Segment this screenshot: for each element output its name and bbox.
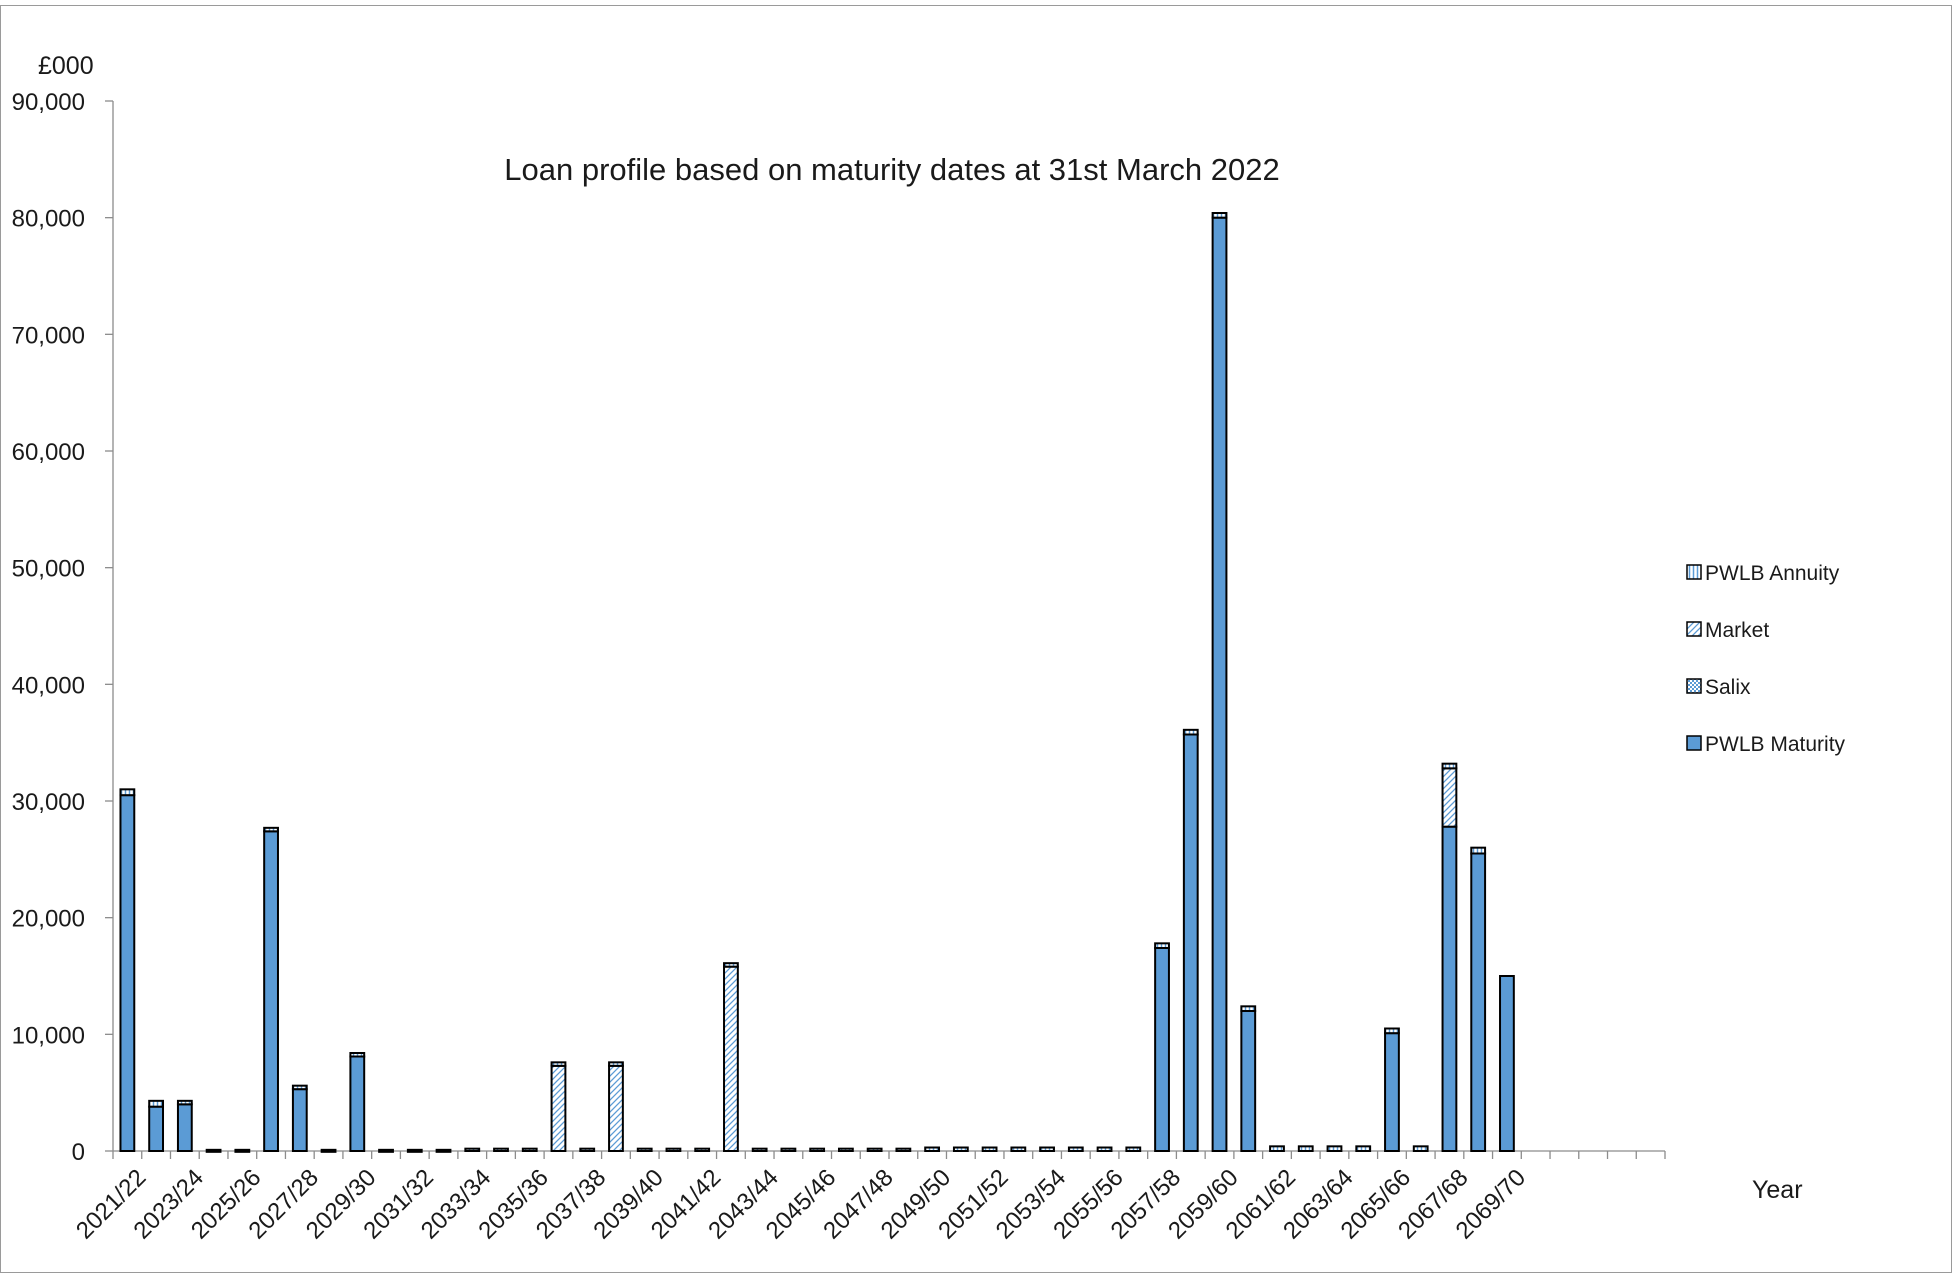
bar-segment-pwlb-annuity	[349, 1052, 366, 1058]
bar-segment-pwlb-annuity	[263, 826, 279, 833]
bar-segment-pwlb-annuity	[1297, 1145, 1314, 1153]
bar-segment-pwlb-maturity	[1182, 733, 1199, 1152]
y-tick-label: 50,000	[12, 556, 85, 583]
bar-segment-pwlb-annuity	[1441, 762, 1458, 770]
bar-segment-pwlb-maturity	[1470, 852, 1487, 1152]
bar-segment-pwlb-annuity	[320, 1148, 337, 1153]
bar-segment-pwlb-annuity	[291, 1084, 308, 1091]
bar-segment-pwlb-maturity	[119, 794, 136, 1153]
y-tick-label: 20,000	[12, 906, 85, 933]
bar-segment-pwlb-annuity	[1039, 1146, 1055, 1152]
bar-segment-pwlb-annuity	[723, 962, 739, 968]
bar-segment-pwlb-annuity	[924, 1146, 941, 1152]
bar-segment-pwlb-annuity	[521, 1147, 538, 1152]
y-tick-label: 90,000	[12, 89, 85, 116]
legend-label: Market	[1705, 619, 1769, 642]
bar-segment-pwlb-annuity	[1010, 1146, 1027, 1152]
bar-segment-pwlb-maturity	[349, 1055, 366, 1152]
y-tick-label: 10,000	[12, 1022, 85, 1049]
y-tick-label: 60,000	[12, 439, 85, 466]
legend-label: PWLB Annuity	[1705, 562, 1840, 585]
bar-segment-pwlb-annuity	[1326, 1145, 1343, 1153]
bar-segment-pwlb-annuity	[837, 1147, 854, 1152]
y-tick-label: 80,000	[12, 206, 85, 233]
bar-segment-pwlb-annuity	[751, 1147, 768, 1152]
legend-label: Salix	[1705, 676, 1751, 699]
bar-segment-pwlb-annuity	[665, 1147, 682, 1152]
bar-segment-pwlb-annuity	[981, 1146, 998, 1152]
bar-segment-pwlb-maturity	[291, 1088, 308, 1152]
bar-segment-pwlb-maturity	[1240, 1010, 1257, 1152]
y-axis: 0 10,000 20,000 30,000 40,000 50,000 60,000 70,…	[12, 89, 114, 1166]
bar-segment-pwlb-maturity	[1154, 947, 1170, 1152]
legend-label: PWLB Maturity	[1705, 733, 1846, 756]
chart-border	[0, 5, 1952, 1273]
legend-swatch	[1686, 621, 1702, 637]
bar-segment-pwlb-annuity	[608, 1061, 624, 1067]
bar-segment-pwlb-maturity	[148, 1105, 165, 1152]
bar-segment-pwlb-annuity	[780, 1147, 797, 1152]
bar-segment-pwlb-annuity	[435, 1148, 452, 1153]
bar-segment-pwlb-annuity	[1096, 1146, 1113, 1152]
bar-segment-pwlb-annuity	[579, 1147, 596, 1152]
bar-segment-pwlb-annuity	[809, 1147, 826, 1152]
bar-segment-pwlb-annuity	[464, 1147, 481, 1152]
chart-title: Loan profile based on maturity dates at …	[504, 152, 1279, 187]
bar-segment-pwlb-annuity	[1269, 1145, 1285, 1153]
bar-segment-pwlb-annuity	[636, 1147, 653, 1152]
bar-segment-pwlb-annuity	[406, 1148, 423, 1153]
bar-segment-pwlb-annuity	[1384, 1027, 1400, 1035]
bar-segment-pwlb-annuity	[1240, 1005, 1257, 1012]
bar-segment-pwlb-annuity	[952, 1146, 969, 1152]
bar-segment-pwlb-annuity	[694, 1147, 711, 1152]
bar-segment-pwlb-annuity	[1154, 942, 1170, 949]
bar-segment-pwlb-annuity	[1125, 1146, 1142, 1152]
bar-segment-market	[608, 1064, 624, 1153]
bar-segment-market	[1441, 767, 1458, 828]
y-axis-unit-label: £000	[38, 52, 94, 80]
legend-swatch	[1686, 678, 1702, 694]
bar-segment-pwlb-annuity	[493, 1147, 509, 1152]
legend: PWLB Annuity Market Salix PWLB Maturity	[1686, 562, 1846, 756]
bar-segment-pwlb-maturity	[263, 830, 279, 1152]
bar-segment-pwlb-maturity	[1441, 825, 1458, 1153]
y-tick-label: 0	[72, 1139, 85, 1166]
bar-segment-pwlb-annuity	[1211, 212, 1228, 219]
bar-segment-pwlb-annuity	[866, 1147, 883, 1152]
bar-segment-pwlb-annuity	[234, 1148, 251, 1153]
y-tick-label: 40,000	[12, 672, 85, 699]
bar-segment-pwlb-annuity	[148, 1099, 165, 1108]
bar-segment-pwlb-maturity	[1384, 1032, 1400, 1152]
bar-segment-pwlb-maturity	[1211, 216, 1228, 1152]
y-tick-label: 30,000	[12, 789, 85, 816]
bar-segment-pwlb-annuity	[176, 1099, 193, 1106]
bar-segment-pwlb-annuity	[550, 1061, 567, 1067]
bar-segment-pwlb-maturity	[1499, 975, 1515, 1152]
bar-segment-pwlb-annuity	[895, 1147, 912, 1152]
bar-segment-pwlb-annuity	[119, 788, 136, 797]
bar-segment-market	[723, 965, 739, 1153]
bar-segment-pwlb-maturity	[176, 1103, 193, 1153]
bar-segment-pwlb-annuity	[1182, 728, 1199, 736]
bar-segment-pwlb-annuity	[378, 1148, 394, 1153]
bar-segment-market	[550, 1064, 567, 1153]
y-tick-label: 70,000	[12, 322, 85, 349]
bar-segment-pwlb-annuity	[205, 1148, 222, 1153]
bar-segment-pwlb-annuity	[1067, 1146, 1084, 1152]
legend-swatch	[1686, 735, 1702, 751]
bar-segment-pwlb-annuity	[1355, 1145, 1372, 1153]
bars	[119, 212, 1515, 1153]
x-axis-label: Year	[1752, 1176, 1803, 1204]
bar-segment-pwlb-annuity	[1470, 846, 1487, 855]
legend-swatch	[1686, 564, 1702, 580]
bar-segment-pwlb-annuity	[1412, 1145, 1429, 1153]
